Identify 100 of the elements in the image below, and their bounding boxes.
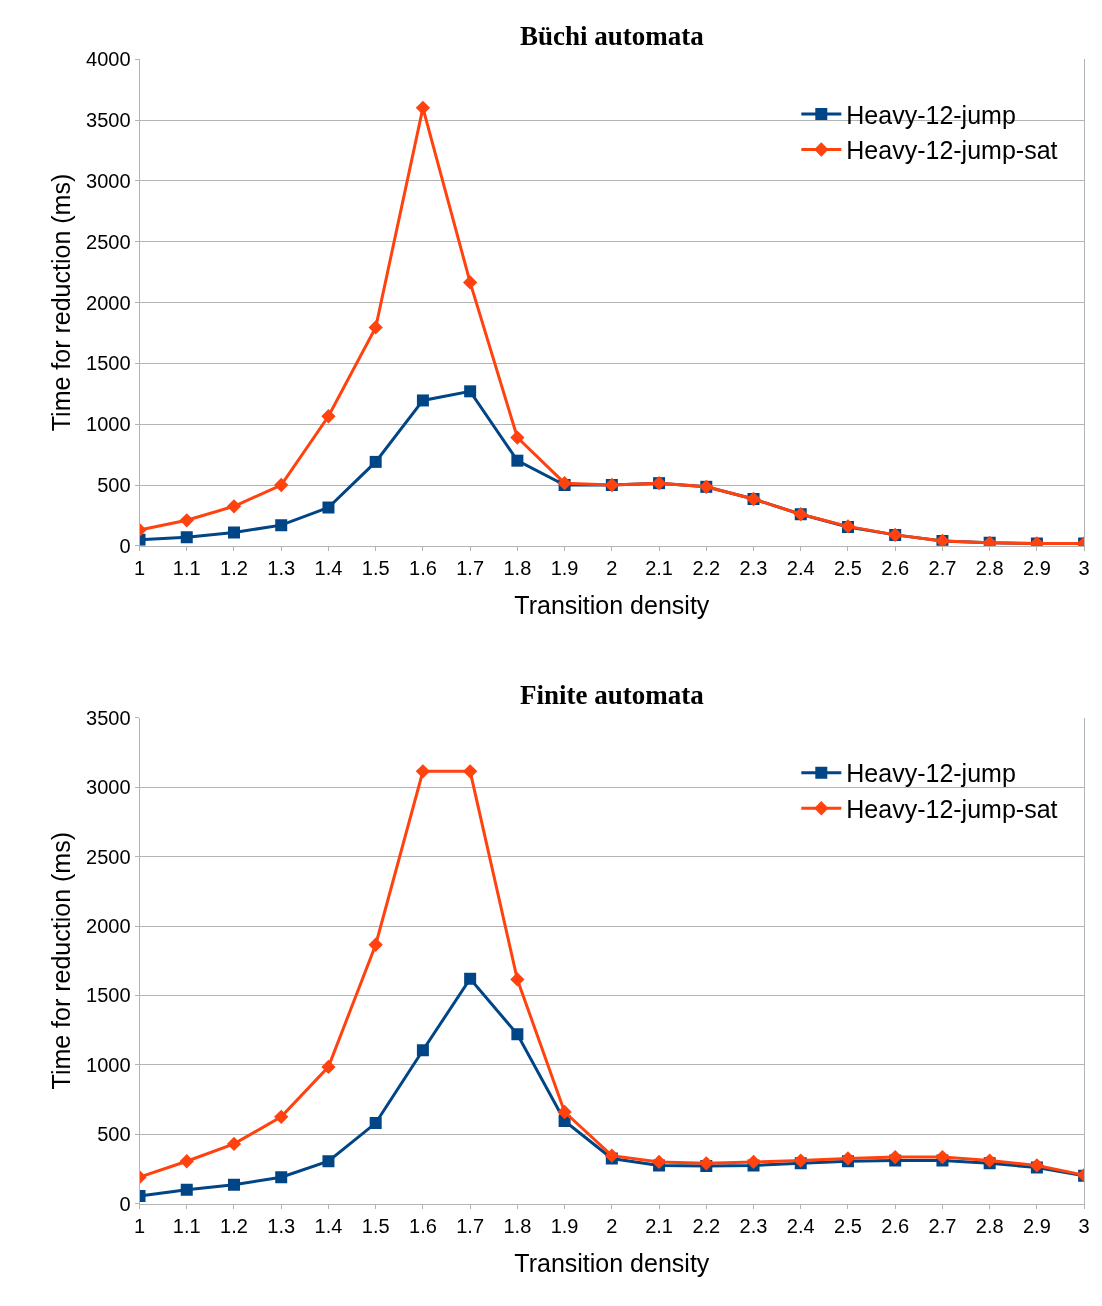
x-tick-label: 2 (606, 556, 618, 579)
point (227, 526, 240, 539)
x-tick-label: 1.6 (409, 1214, 437, 1237)
x-tick-label: 2.8 (975, 556, 1004, 579)
x-tick-label: 2.7 (928, 556, 957, 579)
point (651, 1154, 667, 1170)
point (322, 1155, 335, 1168)
chart-title: Büchi automata (520, 21, 705, 51)
point (369, 1117, 382, 1130)
point (368, 320, 383, 335)
x-tick-label: 2.3 (739, 556, 768, 579)
x-tick-label: 1.6 (409, 556, 437, 579)
x-tick-label: 1.7 (456, 1214, 485, 1237)
y-tick-label: 500 (97, 1123, 131, 1146)
point (274, 477, 289, 493)
x-tick-label: 2.6 (881, 1214, 910, 1237)
y-tick-label: 3500 (86, 706, 131, 729)
point (180, 1183, 193, 1196)
point (274, 1109, 289, 1124)
x-tick-label: 1.1 (172, 556, 201, 579)
point (510, 430, 525, 445)
x-tick-label: 1.8 (503, 1214, 532, 1237)
x-tick-label: 2.4 (786, 1214, 815, 1237)
point (180, 531, 193, 544)
point (321, 1059, 336, 1075)
point (369, 455, 382, 468)
x-tick-label: 1.7 (456, 556, 485, 579)
y-tick-label: 2000 (86, 291, 131, 314)
y-tick-label: 1000 (86, 413, 131, 436)
point (510, 972, 525, 987)
x-tick-label: 1.4 (314, 556, 343, 579)
x-tick-label: 2.2 (692, 556, 721, 579)
x-tick-label: 2.5 (834, 1214, 862, 1237)
point (464, 972, 477, 985)
x-tick-label: 2.3 (739, 1214, 768, 1237)
point (275, 519, 288, 532)
x-tick-label: 1.3 (267, 1214, 296, 1237)
y-tick-label: 1500 (86, 984, 131, 1007)
x-tick-label: 1.9 (550, 556, 579, 579)
x-tick-label: 2.4 (786, 556, 815, 579)
x-tick-label: 2.9 (1022, 556, 1051, 579)
x-tick-label: 1 (133, 1214, 146, 1237)
point (415, 100, 431, 115)
x-tick-label: 3 (1078, 556, 1090, 579)
y-tick-label: 2500 (86, 230, 131, 253)
y-tick-label: 3500 (86, 109, 131, 131)
point (179, 1154, 194, 1169)
point (982, 1153, 997, 1168)
x-tick-label: 2.9 (1022, 1214, 1051, 1237)
x-tick-label: 1.5 (361, 556, 390, 579)
point (416, 394, 429, 407)
y-tick-label: 1000 (86, 1053, 131, 1076)
legend-label: Heavy-12-jump (846, 100, 1016, 129)
x-tick-label: 1.2 (220, 556, 248, 579)
legend-label: Heavy-12-jump-sat (846, 136, 1058, 165)
point (321, 409, 336, 424)
point (464, 385, 477, 398)
y-tick-label: 500 (97, 474, 131, 496)
x-tick-label: 2.8 (975, 1214, 1004, 1237)
point (462, 764, 478, 779)
point (227, 1178, 240, 1191)
x-tick-label: 1.4 (314, 1214, 343, 1237)
point (840, 1151, 856, 1166)
x-tick-label: 1.2 (220, 1214, 248, 1237)
x-tick-label: 2.5 (834, 556, 862, 579)
x-axis-title: Transition density (514, 590, 710, 619)
point (557, 1104, 572, 1120)
x-tick-label: 1.5 (361, 1214, 390, 1237)
point (179, 513, 194, 528)
y-axis-title: Time for reduction (ms) (46, 831, 75, 1090)
x-tick-label: 3 (1078, 1214, 1090, 1237)
point (604, 1148, 619, 1163)
point (888, 1149, 903, 1165)
x-tick-label: 1.1 (172, 1214, 201, 1237)
point (511, 1028, 524, 1041)
y-tick-label: 2000 (86, 915, 131, 938)
x-tick-label: 2.1 (645, 1214, 673, 1237)
x-tick-label: 1.9 (550, 1214, 579, 1237)
point (226, 499, 242, 514)
x-tick-label: 2 (606, 1214, 618, 1237)
y-tick-label: 3000 (86, 776, 131, 799)
y-tick-label: 0 (119, 1192, 131, 1215)
y-tick-label: 3000 (86, 169, 131, 192)
y-tick-label: 1500 (86, 352, 131, 375)
x-tick-label: 2.6 (881, 556, 910, 579)
point (511, 454, 524, 467)
point (935, 1149, 950, 1165)
y-tick-label: 0 (119, 534, 131, 557)
point (226, 1136, 242, 1152)
x-tick-label: 1 (133, 556, 146, 579)
point (746, 1154, 761, 1170)
x-tick-label: 2.2 (692, 1214, 721, 1237)
point (462, 275, 478, 290)
x-tick-label: 2.7 (928, 1214, 957, 1237)
y-tick-label: 4000 (86, 48, 131, 71)
x-tick-label: 1.3 (267, 556, 296, 579)
legend-label: Heavy-12-jump (846, 759, 1016, 788)
chart-title: Finite automata (520, 680, 705, 710)
point (322, 501, 335, 514)
legend-label: Heavy-12-jump-sat (846, 794, 1058, 823)
